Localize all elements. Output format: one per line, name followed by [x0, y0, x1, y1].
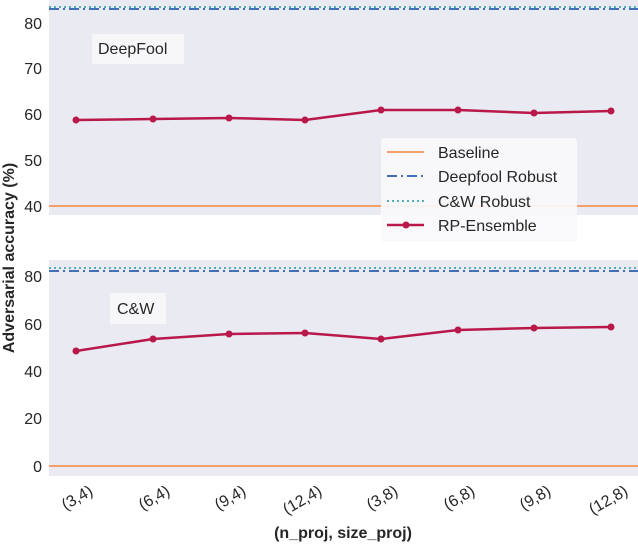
top-panel-label-box: [92, 34, 184, 64]
x-tick: (9,8): [517, 483, 554, 514]
x-tick: (12,4): [280, 483, 325, 519]
x-tick: (6,4): [136, 483, 173, 514]
top-ensemble-line: [75, 108, 612, 122]
x-tick: (9,4): [212, 483, 249, 514]
y-tick: 70: [24, 61, 42, 78]
top-panel: DeepFool 80 70 60 50 40: [24, 0, 638, 216]
legend-ensemble-marker: [402, 221, 410, 229]
y-tick: 20: [24, 411, 42, 428]
top-ensemble-markers: [72, 106, 615, 124]
x-axis-ticks: (3,4) (6,4) (9,4) (12,4) (3,8) (6,8) (9,…: [59, 483, 631, 519]
x-tick: (6,8): [441, 483, 478, 514]
y-tick: 40: [24, 364, 42, 381]
legend-box: [381, 138, 577, 242]
bottom-ensemble-line: [75, 325, 612, 353]
legend-label: C&W Robust: [438, 194, 531, 211]
legend-label: Deepfool Robust: [438, 169, 558, 186]
y-tick: 50: [24, 153, 42, 170]
y-axis-label: Adversarial accuracy (%): [1, 163, 18, 353]
legend-label: Baseline: [438, 145, 499, 162]
legend-label: RP-Ensemble: [438, 218, 537, 235]
y-tick: 60: [24, 107, 42, 124]
y-tick: 0: [33, 459, 42, 476]
x-tick: (3,4): [59, 483, 96, 514]
y-tick: 60: [24, 317, 42, 334]
y-tick: 80: [24, 16, 42, 33]
bottom-plot-area: [49, 260, 638, 476]
bottom-panel-label-box: [110, 293, 166, 324]
bottom-ensemble-markers: [72, 323, 615, 355]
x-tick: (3,8): [364, 483, 401, 514]
x-axis-label: (n_proj, size_proj): [274, 525, 412, 542]
legend: Baseline Deepfool Robust C&W Robust RP-E…: [381, 138, 577, 242]
top-panel-label: DeepFool: [98, 41, 167, 58]
bottom-panel-label: C&W: [117, 301, 155, 318]
bottom-panel: C&W 80 60 40 20 0: [24, 260, 638, 476]
x-tick: (12,8): [586, 483, 631, 519]
y-tick: 80: [24, 269, 42, 286]
y-tick: 40: [24, 199, 42, 216]
